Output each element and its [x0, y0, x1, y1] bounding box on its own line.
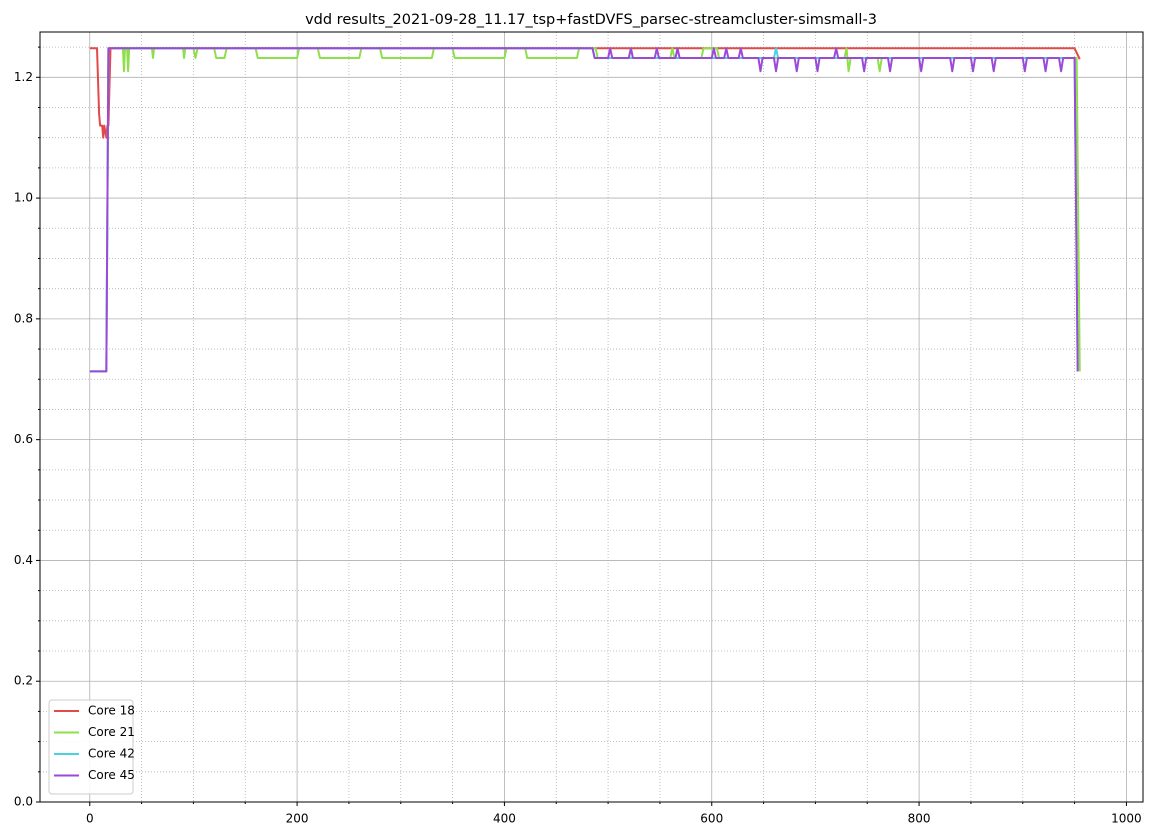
x-tick-label: 1000 — [1111, 812, 1142, 826]
legend-label: Core 45 — [88, 768, 135, 782]
x-tick-label: 800 — [908, 812, 931, 826]
y-tick-label: 0.0 — [14, 795, 33, 809]
legend-label: Core 18 — [88, 704, 135, 718]
series-line — [89, 47, 1079, 373]
series-line — [89, 47, 1081, 373]
x-tick-label: 600 — [700, 812, 723, 826]
y-tick-label: 0.8 — [14, 311, 33, 325]
plot-frame — [39, 31, 1144, 803]
x-tick-label: 0 — [86, 812, 94, 826]
y-tick-label: 0.6 — [14, 432, 33, 446]
y-tick-label: 1.2 — [14, 70, 33, 84]
legend-label: Core 42 — [88, 747, 135, 761]
x-tick-label: 200 — [286, 812, 309, 826]
series-line — [89, 47, 1079, 373]
legend-label: Core 21 — [88, 725, 135, 739]
y-tick-label: 0.4 — [14, 553, 33, 567]
y-tick-label: 1.0 — [14, 191, 33, 205]
x-tick-label: 400 — [493, 812, 516, 826]
series-line — [89, 47, 1081, 139]
chart-title: vdd results_2021-09-28_11.17_tsp+fastDVF… — [305, 12, 877, 28]
y-tick-label: 0.2 — [14, 674, 33, 688]
legend-box — [48, 699, 134, 795]
